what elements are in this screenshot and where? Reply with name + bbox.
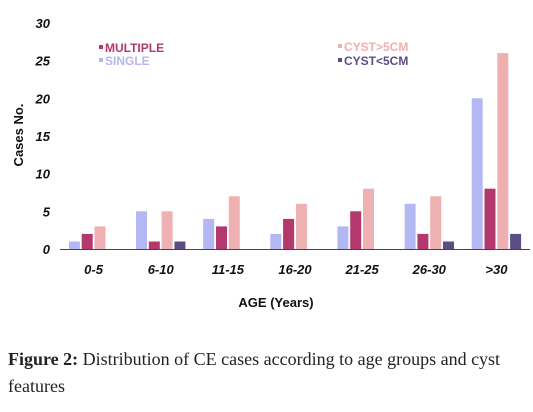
- bar-cyst-5cm-6: [497, 53, 509, 249]
- legend-label-single: SINGLE: [105, 54, 150, 68]
- bar-multiple-6: [484, 188, 496, 249]
- bar-cyst-5cm-6: [510, 233, 522, 249]
- chart-legend: MULTIPLE SINGLE CYST>5CM CYST<5CM: [99, 40, 408, 68]
- legend-label-cyst-gt-5cm: CYST>5CM: [344, 40, 408, 54]
- x-tick-label: 11-15: [212, 262, 245, 277]
- y-tick-label: 30: [36, 16, 51, 31]
- legend-swatch-multiple: [99, 45, 103, 49]
- bar-cyst-5cm-3: [295, 203, 307, 249]
- legend-swatch-single: [99, 58, 103, 62]
- bar-multiple-0: [81, 233, 93, 249]
- caption-label: Figure 2:: [8, 349, 79, 369]
- bar-single-6: [471, 98, 483, 249]
- bar-multiple-1: [148, 241, 160, 249]
- y-axis-title: Cases No.: [11, 104, 26, 167]
- bar-single-4: [337, 226, 349, 249]
- legend-swatch-cyst-lt-5cm: [338, 58, 342, 62]
- bar-cyst-5cm-1: [174, 241, 186, 249]
- x-tick-label: >30: [485, 262, 508, 277]
- x-axis-ticks: 0-5 6-10 11-15 16-20 21-25 26-30 >30: [84, 262, 508, 277]
- legend-label-multiple: MULTIPLE: [105, 41, 164, 55]
- bar-multiple-2: [216, 226, 227, 249]
- x-tick-label: 26-30: [412, 262, 447, 277]
- y-tick-label: 5: [43, 204, 51, 219]
- x-axis-title: AGE (Years): [238, 295, 313, 310]
- bar-cyst-5cm-4: [363, 188, 374, 249]
- x-tick-label: 6-10: [148, 262, 175, 277]
- x-tick-label: 0-5: [84, 262, 104, 277]
- y-tick-label: 20: [35, 91, 51, 106]
- y-axis-ticks: 0 5 10 15 20 25 30: [35, 16, 51, 257]
- bar-cyst-5cm-0: [94, 226, 106, 249]
- bar-multiple-5: [417, 233, 429, 249]
- caption-text: Distribution of CE cases according to ag…: [8, 349, 501, 396]
- x-tick-label: 21-25: [345, 262, 380, 277]
- bar-single-2: [203, 218, 215, 249]
- y-tick-label: 0: [43, 242, 51, 257]
- bar-cyst-5cm-1: [161, 211, 173, 249]
- bar-cyst-5cm-5: [443, 241, 454, 249]
- chart-bars: [68, 53, 522, 249]
- bar-multiple-4: [350, 211, 362, 249]
- legend-label-cyst-lt-5cm: CYST<5CM: [344, 54, 408, 68]
- bar-cyst-5cm-5: [430, 196, 442, 249]
- x-tick-label: 16-20: [278, 262, 312, 277]
- y-tick-label: 25: [35, 54, 51, 69]
- bar-single-1: [136, 211, 147, 249]
- legend-swatch-cyst-gt-5cm: [338, 44, 342, 48]
- figure-caption: Figure 2: Distribution of CE cases accor…: [8, 346, 528, 400]
- bar-multiple-3: [283, 218, 295, 249]
- bar-cyst-5cm-2: [228, 196, 240, 249]
- y-tick-label: 15: [36, 129, 51, 144]
- bar-single-3: [270, 233, 282, 249]
- bar-single-0: [68, 241, 80, 249]
- bar-single-5: [404, 203, 416, 249]
- y-tick-label: 10: [36, 167, 51, 182]
- bar-chart: 0 5 10 15 20 25 30 0-5 6-10 11-15 16-20 21-25 26-30…: [11, 16, 530, 310]
